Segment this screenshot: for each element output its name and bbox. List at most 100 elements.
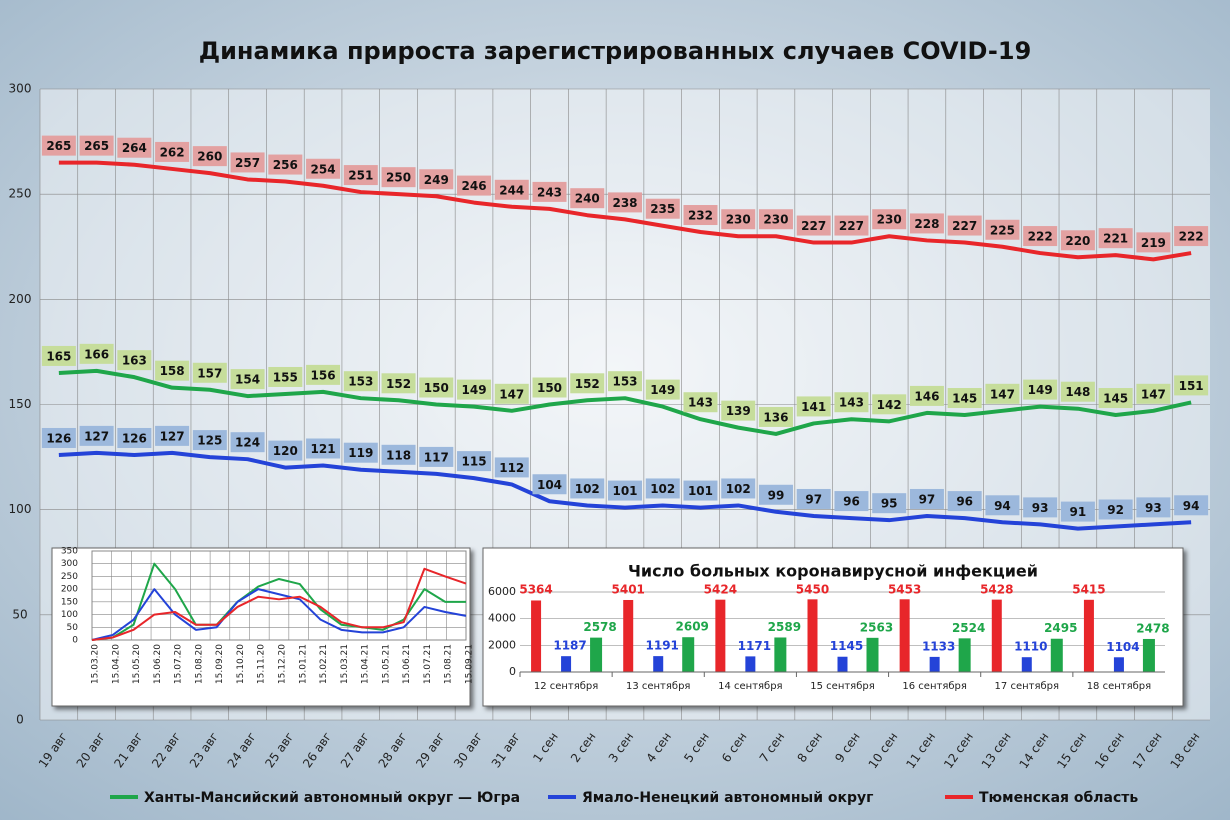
label-box: [306, 158, 341, 179]
y-tick-label: 50: [12, 607, 27, 621]
data-label: 235: [650, 202, 675, 216]
label-box: [683, 392, 718, 413]
data-label: 166: [84, 347, 109, 361]
data-label: 264: [122, 141, 147, 155]
label-box: [796, 215, 831, 236]
label-box: [192, 430, 227, 451]
bar: [774, 637, 787, 672]
x-tick-label: 15.02.21: [319, 644, 329, 684]
bar: [1083, 599, 1094, 672]
x-tick-label: 18 сентября: [1087, 681, 1151, 692]
data-label: 230: [877, 213, 902, 227]
label-box: [796, 488, 831, 509]
label-box: [872, 394, 907, 415]
bar: [590, 637, 603, 672]
label-box: [985, 495, 1020, 516]
x-tick-label: 16 сентября: [902, 681, 966, 692]
data-label: 222: [1179, 230, 1204, 244]
x-tick-label: 15.03.21: [340, 644, 350, 684]
data-label: 228: [914, 217, 939, 231]
data-label: 1133: [922, 639, 955, 653]
label-box: [1136, 497, 1171, 518]
label-box: [532, 181, 567, 202]
label-box: [117, 137, 152, 158]
label-box: [834, 215, 869, 236]
label-box: [155, 360, 190, 381]
data-label: 1187: [553, 639, 586, 653]
label-box: [1060, 230, 1095, 251]
data-label: 227: [839, 219, 864, 233]
data-label: 146: [914, 389, 939, 403]
data-label: 102: [575, 482, 600, 496]
label-box: [758, 406, 793, 427]
x-tick-label: 15.10.20: [236, 644, 246, 684]
label-box: [721, 478, 756, 499]
label-box: [381, 167, 416, 188]
data-label: 1171: [738, 639, 771, 653]
data-label: 96: [956, 495, 973, 509]
label-box: [155, 141, 190, 162]
x-tick-label: 15.04.21: [361, 644, 371, 684]
y-tick-label: 200: [9, 292, 32, 306]
data-label: 256: [273, 158, 298, 172]
data-label: 230: [763, 213, 788, 227]
data-label: 96: [843, 495, 860, 509]
label-box: [985, 383, 1020, 404]
data-label: 150: [424, 381, 449, 395]
data-label: 262: [160, 145, 185, 159]
data-label: 149: [650, 383, 675, 397]
y-tick-label: 100: [9, 502, 32, 516]
inset-title: Число больных коронавирусной инфекцией: [628, 562, 1038, 581]
data-label: 127: [84, 429, 109, 443]
label-box: [721, 209, 756, 230]
label-box: [985, 219, 1020, 240]
x-tick-label: 13 сентября: [626, 681, 690, 692]
label-box: [909, 213, 944, 234]
series-line: [58, 368, 1192, 436]
data-label: 238: [612, 196, 637, 210]
label-box: [457, 451, 492, 472]
data-label: 257: [235, 156, 260, 170]
x-tick-label: 15 сентября: [810, 681, 874, 692]
data-label: 5453: [888, 583, 921, 597]
data-label: 158: [160, 364, 185, 378]
data-label: 148: [1065, 385, 1090, 399]
x-tick-label: 15.06.20: [153, 644, 163, 684]
data-label: 99: [768, 488, 785, 502]
data-label: 240: [575, 192, 600, 206]
data-label: 147: [499, 387, 524, 401]
data-label: 115: [462, 455, 487, 469]
label-box: [834, 491, 869, 512]
label-box: [608, 371, 642, 392]
label-box: [457, 379, 492, 400]
series-line: [91, 588, 467, 641]
data-label: 94: [994, 499, 1011, 513]
data-label: 227: [952, 219, 977, 233]
bar: [866, 637, 879, 672]
label-box: [117, 350, 152, 371]
y-tick-label: 2000: [488, 638, 516, 651]
data-label: 127: [160, 429, 185, 443]
data-label: 149: [1028, 383, 1053, 397]
data-label: 220: [1065, 234, 1090, 248]
label-box: [608, 192, 642, 213]
label-box: [1136, 232, 1171, 253]
series-line: [58, 160, 1192, 262]
label-box: [1098, 388, 1133, 409]
data-label: 153: [348, 375, 373, 389]
x-tick-label: 15.06.21: [402, 644, 412, 684]
label-box: [1174, 375, 1209, 396]
data-label: 126: [122, 431, 147, 445]
y-tick-label: 50: [67, 623, 79, 633]
data-label: 219: [1141, 236, 1166, 250]
data-label: 117: [424, 450, 449, 464]
label-box: [41, 427, 76, 448]
label-box: [79, 135, 114, 156]
data-label: 2589: [768, 620, 801, 634]
label-box: [834, 392, 869, 413]
label-box: [1174, 495, 1209, 516]
label-box: [268, 440, 303, 461]
data-label: 163: [122, 354, 147, 368]
data-label: 232: [688, 209, 713, 223]
data-label: 154: [235, 373, 260, 387]
